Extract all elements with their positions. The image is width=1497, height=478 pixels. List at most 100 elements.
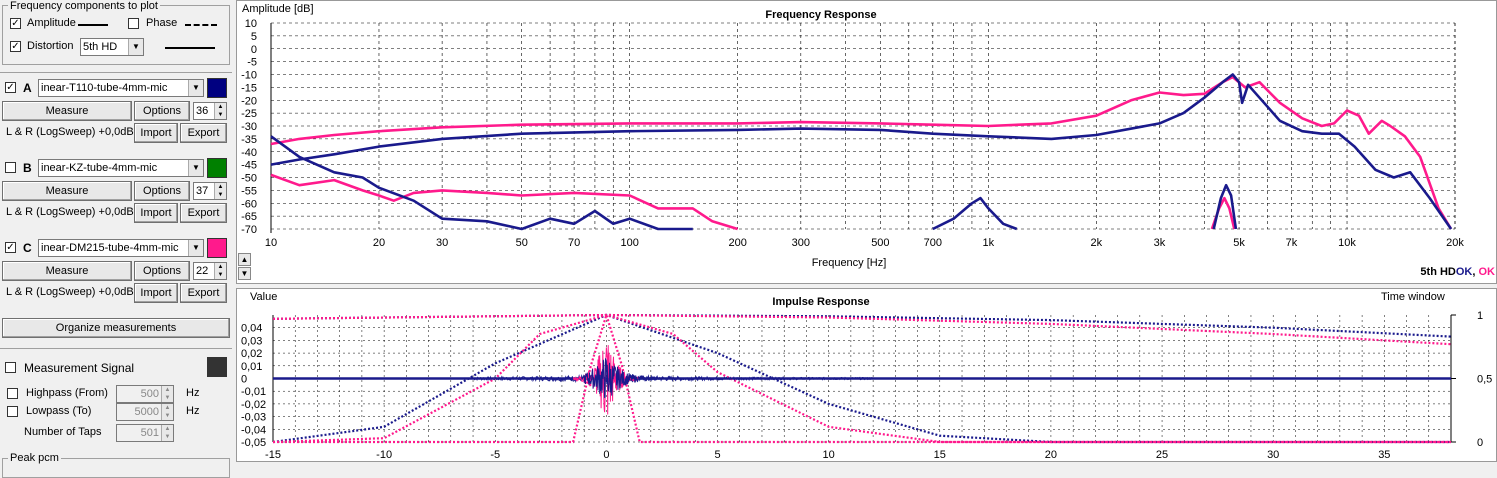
freq-ytick-label: -70 <box>241 224 257 236</box>
freq-series-line <box>270 173 738 231</box>
freq-grid <box>270 22 1456 233</box>
lowpass-spinner[interactable]: 5000 ▲ ▼ <box>116 403 174 421</box>
freq-xtick-label: 5k <box>1233 237 1245 249</box>
measurement-b-letter: B <box>23 161 32 175</box>
measurement-c-import-button[interactable]: Import <box>134 283 178 303</box>
freq-xtick-label: 2k <box>1091 237 1103 249</box>
measurement-b-export-button[interactable]: Export <box>180 203 227 223</box>
imp-y2tick-label: 0 <box>1477 437 1483 449</box>
taps-spinner[interactable]: 501 ▲ ▼ <box>116 424 174 442</box>
highpass-checkbox[interactable] <box>7 388 18 399</box>
measurement-a-select[interactable]: inear-T110-tube-4mm-mic ▼ <box>38 79 204 97</box>
frequency-components-group <box>2 5 230 65</box>
imp-series <box>272 311 1452 444</box>
measurement-signal-checkbox[interactable] <box>5 362 16 373</box>
measurement-b-checkbox[interactable] <box>5 162 16 173</box>
imp-xtick-label: 15 <box>934 449 946 461</box>
measurement-a-count: 36 <box>196 105 209 117</box>
lowpass-label: Lowpass (To) <box>26 405 92 417</box>
freq-ytick-label: -35 <box>241 134 257 146</box>
imp-xtick-label: 35 <box>1378 449 1390 461</box>
spinner-arrows-icon[interactable]: ▲ ▼ <box>214 103 226 119</box>
spinner-arrows-icon[interactable]: ▲ ▼ <box>214 263 226 279</box>
imp-ytick-label: 0,02 <box>241 348 262 360</box>
measurement-c-letter: C <box>23 241 32 255</box>
measurement-b-options-button[interactable]: Options <box>134 181 190 201</box>
spinner-arrows-icon[interactable]: ▲ ▼ <box>161 425 173 441</box>
imp-xtick-label: 5 <box>714 449 720 461</box>
distortion-select[interactable]: 5th HD ▼ <box>80 38 144 56</box>
measurement-a-options-button[interactable]: Options <box>134 101 190 121</box>
measurement-b-import-button[interactable]: Import <box>134 203 178 223</box>
chevron-down-icon: ▼ <box>188 80 203 96</box>
imp-ytick-label: -0,03 <box>241 412 266 424</box>
measurement-c-select[interactable]: inear-DM215-tube-4mm-mic ▼ <box>38 239 204 257</box>
imp-right-label: Time window <box>1381 291 1445 303</box>
imp-ytick-label: -0,05 <box>241 437 266 449</box>
measurement-c-count-spinner[interactable]: 22 ▲ ▼ <box>193 262 227 280</box>
spinner-arrows-icon[interactable]: ▲ ▼ <box>214 183 226 199</box>
chevron-down-icon: ▼ <box>188 160 203 176</box>
imp-ytick-label: 0,04 <box>241 323 262 335</box>
freq-status-a: OK <box>1456 266 1473 278</box>
measurement-a-checkbox[interactable]: ✓ <box>5 82 16 93</box>
freq-ytick-label: 5 <box>251 31 257 43</box>
measurement-a-export-button[interactable]: Export <box>180 123 227 143</box>
measurement-b-color-swatch[interactable] <box>207 158 227 178</box>
imp-ytick-label: 0,03 <box>241 335 262 347</box>
imp-xtick-label: 25 <box>1156 449 1168 461</box>
scroll-down-icon[interactable]: ▼ <box>238 267 251 280</box>
imp-window-line <box>273 311 1451 444</box>
phase-checkbox[interactable] <box>128 18 139 29</box>
freq-ytick-label: -20 <box>241 95 257 107</box>
spinner-arrows-icon[interactable]: ▲ ▼ <box>161 386 173 402</box>
freq-series-line <box>270 75 1453 230</box>
measurement-c-color-swatch[interactable] <box>207 238 227 258</box>
amplitude-checkbox[interactable]: ✓ <box>10 18 21 29</box>
imp-noise-wave <box>472 373 874 384</box>
measurement-a-mode: L & R (LogSweep) +0,0dB <box>6 126 134 138</box>
freq-status: 5th HDOK, OK <box>1420 266 1495 278</box>
freq-xtick-label: 70 <box>568 237 580 249</box>
measurement-b-select[interactable]: inear-KZ-tube-4mm-mic ▼ <box>38 159 204 177</box>
freq-ytick-label: -40 <box>241 147 257 159</box>
highpass-label: Highpass (From) <box>26 387 108 399</box>
imp-ytick-label: 0,01 <box>241 361 262 373</box>
freq-ytick-label: -55 <box>241 185 257 197</box>
frequency-response-chart[interactable]: Frequency Response Amplitude [dB] Freque… <box>237 1 1496 283</box>
distortion-checkbox[interactable]: ✓ <box>10 41 21 52</box>
phase-label: Phase <box>146 17 178 29</box>
measurement-c-export-button[interactable]: Export <box>180 283 227 303</box>
measurement-c-options-button[interactable]: Options <box>134 261 190 281</box>
spinner-arrows-icon[interactable]: ▲ ▼ <box>161 404 173 420</box>
lowpass-checkbox[interactable] <box>7 406 18 417</box>
measurement-a-color-swatch[interactable] <box>207 78 227 98</box>
freq-ytick-label: 0 <box>251 44 257 56</box>
impulse-response-panel: Impulse Response Value Time window 0,04 0… <box>236 288 1497 462</box>
measurement-c-mode: L & R (LogSweep) +0,0dB <box>6 286 134 298</box>
freq-xtick-label: 300 <box>792 237 810 249</box>
measurement-c-checkbox[interactable]: ✓ <box>5 242 16 253</box>
measurement-b-name: inear-KZ-tube-4mm-mic <box>41 162 158 174</box>
freq-xtick-label: 20 <box>373 237 385 249</box>
measurement-a-import-button[interactable]: Import <box>134 123 178 143</box>
imp-navy-impulse <box>583 358 662 399</box>
measurement-a-count-spinner[interactable]: 36 ▲ ▼ <box>193 102 227 120</box>
organize-measurements-button[interactable]: Organize measurements <box>2 318 230 338</box>
imp-ytick-label: -0,02 <box>241 399 266 411</box>
impulse-response-chart[interactable]: Impulse Response Value Time window 0,040… <box>237 289 1496 461</box>
imp-y2tick-label: 1 <box>1477 310 1483 322</box>
measurement-c-measure-button[interactable]: Measure <box>2 261 132 281</box>
measurement-b-count-spinner[interactable]: 37 ▲ ▼ <box>193 182 227 200</box>
distortion-select-value: 5th HD <box>83 41 118 53</box>
freq-ytick-label: -50 <box>241 173 257 185</box>
measurement-signal-color-swatch[interactable] <box>207 357 227 377</box>
scroll-up-icon[interactable]: ▲ <box>238 253 251 266</box>
chevron-down-icon: ▼ <box>188 240 203 256</box>
measurement-a-measure-button[interactable]: Measure <box>2 101 132 121</box>
highpass-spinner[interactable]: 500 ▲ ▼ <box>116 385 174 403</box>
measurement-c-count: 22 <box>196 265 209 277</box>
peak-label: Peak pcm <box>8 452 61 464</box>
measurement-b-measure-button[interactable]: Measure <box>2 181 132 201</box>
highpass-unit: Hz <box>186 387 200 399</box>
